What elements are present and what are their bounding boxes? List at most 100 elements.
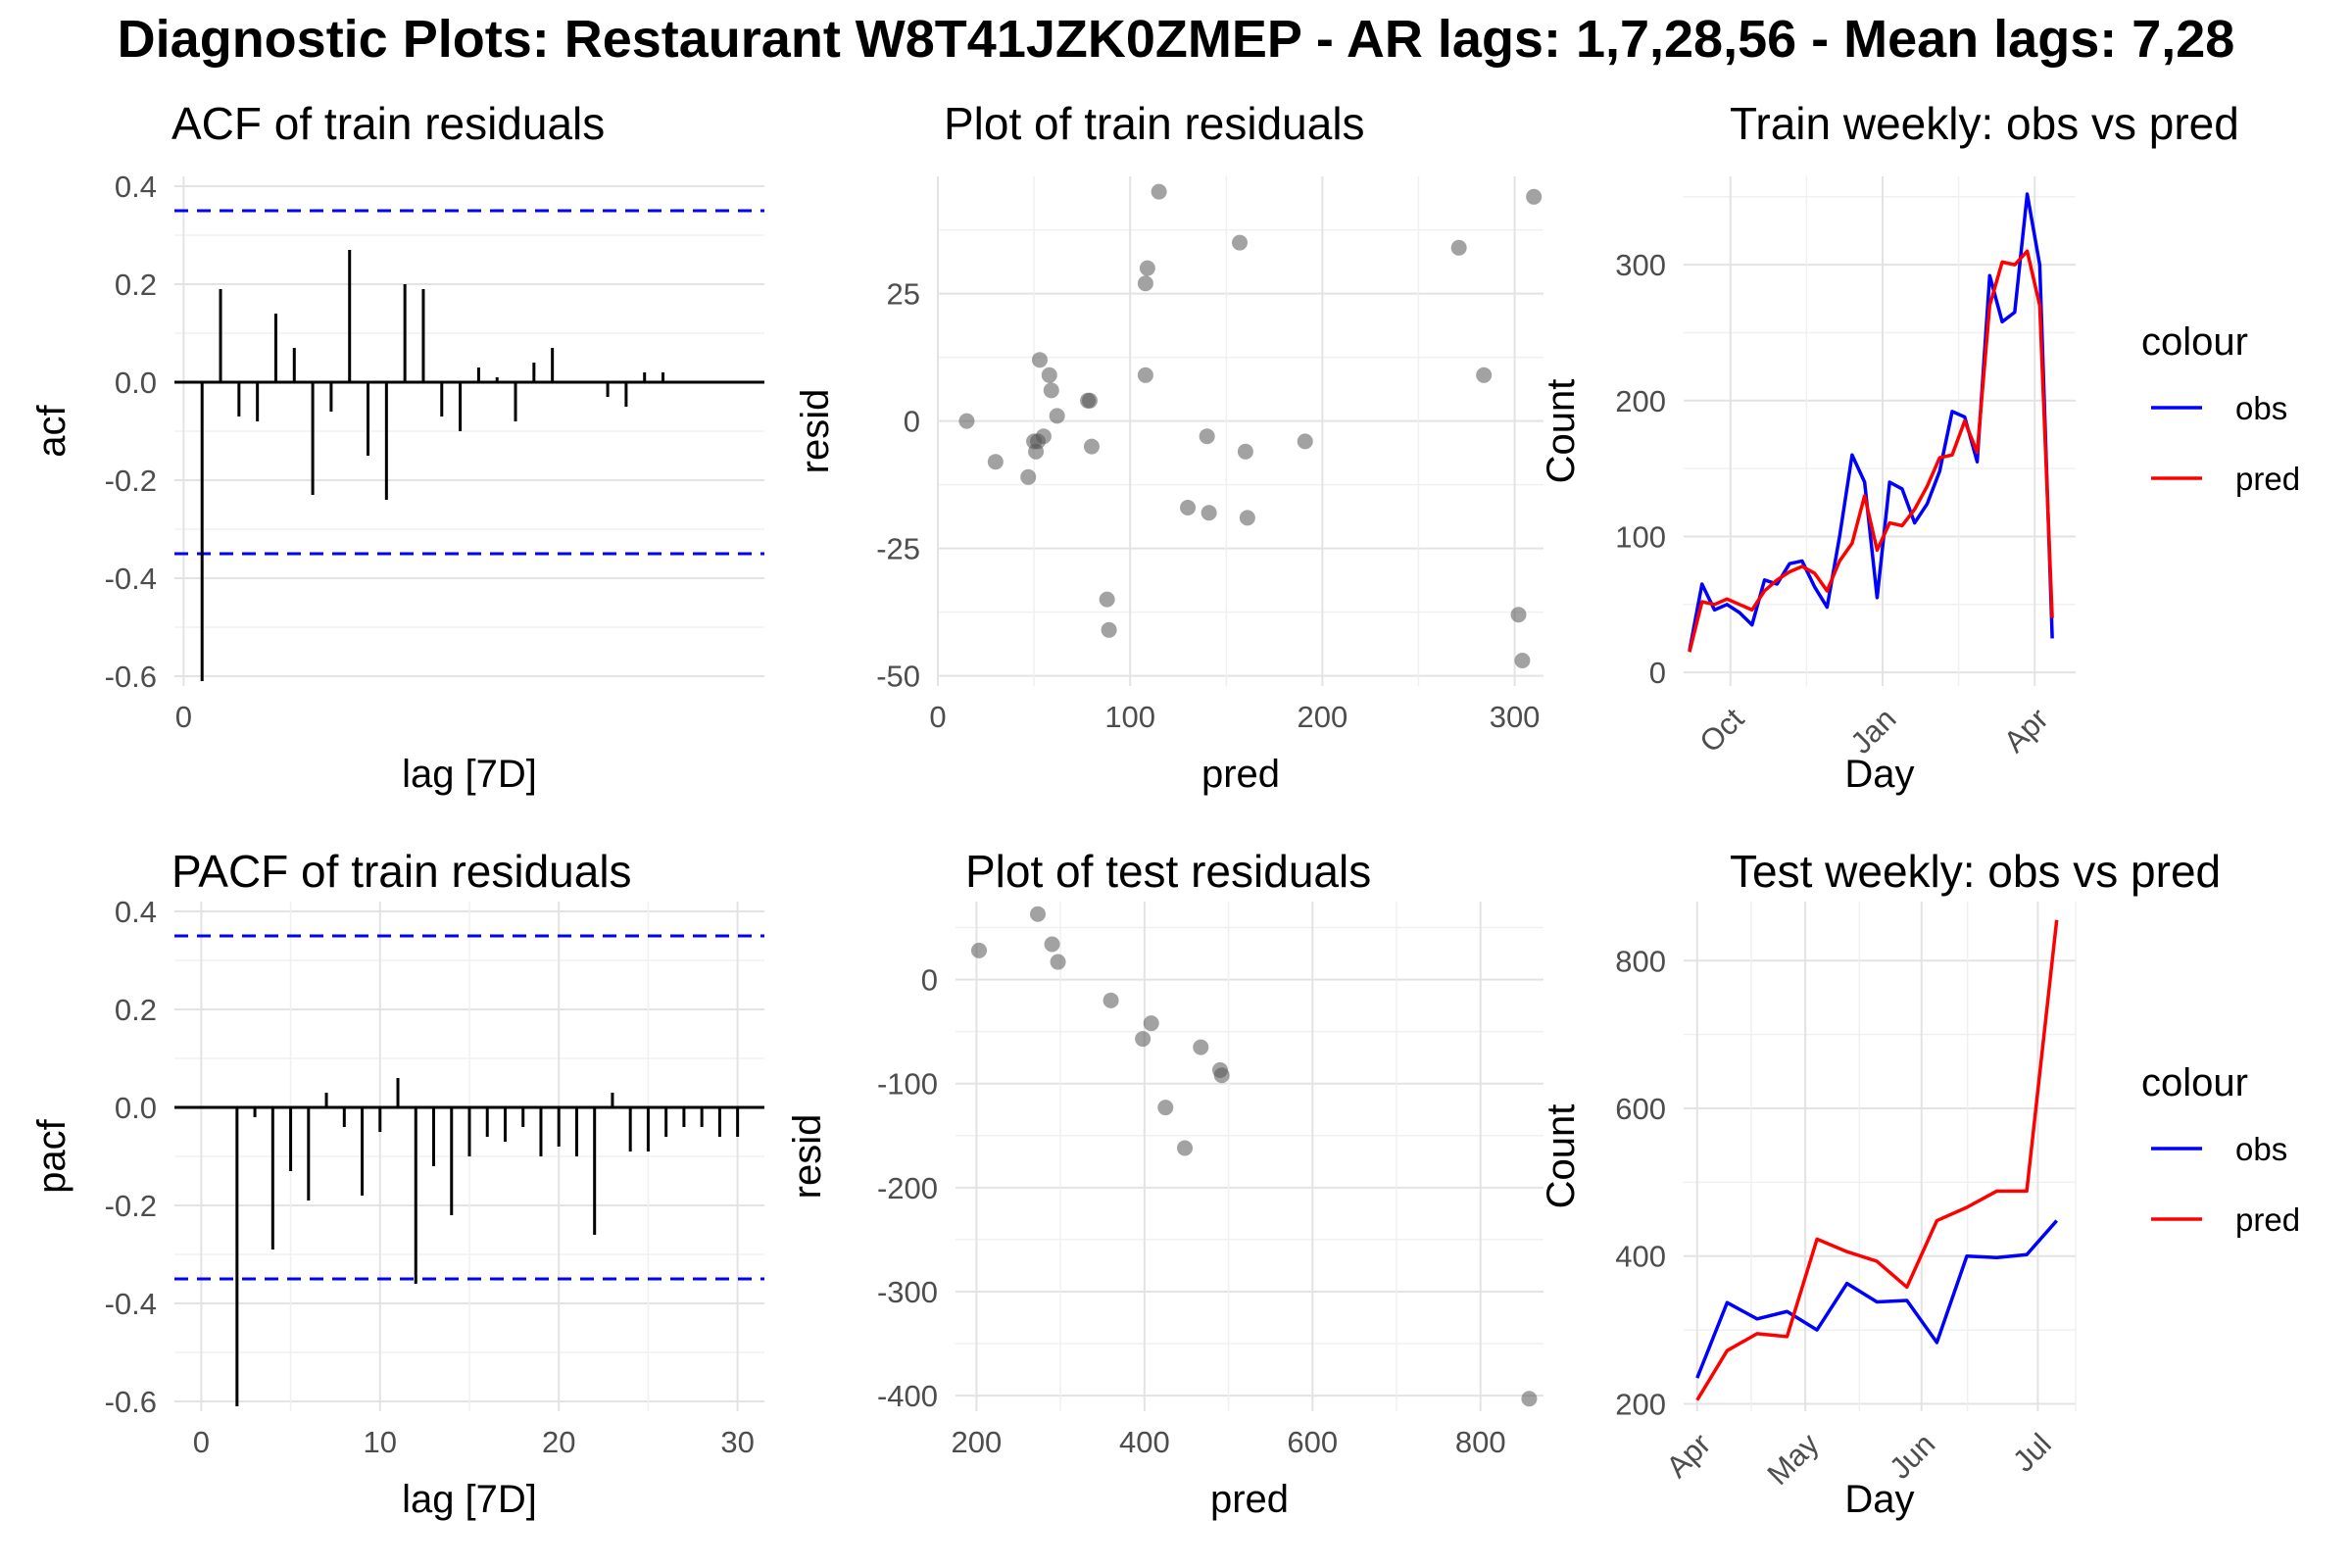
x-tick-label: 20 (542, 1425, 575, 1459)
residual-point (1102, 992, 1119, 1008)
series-line-obs (1695, 1219, 2059, 1379)
residual-point (1510, 607, 1527, 623)
x-tick-label: 200 (1298, 700, 1348, 734)
x-tick-label: 600 (1287, 1425, 1338, 1459)
residual-point (1137, 367, 1153, 383)
y-tick-label: -0.6 (105, 1385, 157, 1419)
chart-train-weekly: Train weekly: obs vs pred 0 100 200 300 Oct Ja… (1540, 98, 2300, 796)
y-axis-label: resid (794, 389, 837, 474)
residual-point (1177, 1140, 1193, 1156)
residual-point (1297, 433, 1313, 450)
x-tick-label: 0 (929, 700, 946, 734)
legend-label-pred: pred (2235, 461, 2300, 497)
residual-point (1041, 367, 1057, 383)
residual-point (1035, 428, 1052, 445)
y-axis-label: pacf (30, 1118, 74, 1193)
x-tick-label: Apr (1659, 1427, 1717, 1485)
y-tick-label: 100 (1615, 519, 1666, 554)
residual-point (1199, 428, 1215, 445)
x-tick-label: 200 (952, 1425, 1003, 1459)
chart-title: PACF of train residuals (172, 846, 632, 897)
y-tick-label: 0.2 (115, 993, 157, 1027)
y-tick-label: -100 (877, 1067, 938, 1102)
x-tick-label: 100 (1104, 700, 1155, 734)
residual-point (987, 454, 1004, 470)
x-tick-label: Apr (1997, 702, 2055, 760)
chart-title: Plot of train residuals (944, 98, 1365, 149)
residual-point (1050, 954, 1066, 970)
y-tick-label: -0.6 (105, 660, 157, 694)
residual-point (1083, 438, 1100, 455)
legend-label-pred: pred (2235, 1201, 2300, 1238)
residual-point (1043, 382, 1059, 399)
residual-point (1020, 468, 1037, 485)
residual-point (1239, 510, 1255, 526)
legend-title: colour (2141, 320, 2248, 364)
y-tick-label: 400 (1615, 1240, 1666, 1274)
legend-label-obs: obs (2235, 1131, 2287, 1167)
y-tick-label: -0.4 (105, 562, 157, 596)
y-tick-label: 0.2 (115, 268, 157, 302)
y-tick-label: 800 (1615, 944, 1666, 978)
y-tick-label: -0.2 (105, 1189, 157, 1223)
residual-point (1193, 1039, 1209, 1055)
x-tick-label: Oct (1692, 701, 1750, 759)
residual-point (1526, 188, 1543, 205)
y-tick-label: -0.4 (105, 1287, 157, 1321)
x-tick-label: 30 (720, 1425, 754, 1459)
plots-container: ACF of train residuals -0.6 -0.4 -0.2 0.0 0.2… (30, 98, 2300, 1521)
x-tick-label: Jun (1883, 1427, 1941, 1486)
residual-point (1030, 906, 1046, 922)
x-axis-label: pred (1201, 753, 1280, 796)
y-tick-label: -400 (877, 1379, 938, 1413)
residual-point (1099, 591, 1115, 608)
chart-test-resid: Plot of test residuals -400 -300 -200 -100 0 2… (786, 846, 1544, 1521)
y-axis-label: resid (786, 1114, 829, 1200)
x-tick-label: Jan (1843, 702, 1902, 760)
x-tick-label: 0 (175, 700, 192, 734)
legend-title: colour (2141, 1061, 2248, 1104)
x-tick-label: 800 (1455, 1425, 1506, 1459)
y-tick-label: 0.0 (115, 1091, 157, 1125)
x-axis-label: Day (1844, 1478, 1914, 1521)
chart-title: ACF of train residuals (172, 98, 605, 149)
residual-point (1476, 367, 1493, 383)
x-tick-label: Jul (2006, 1427, 2058, 1479)
residual-point (1101, 621, 1117, 638)
residual-point (1143, 1015, 1159, 1032)
y-tick-label: 200 (1615, 1387, 1666, 1421)
legend-label-obs: obs (2235, 390, 2287, 426)
residual-point (1213, 1067, 1230, 1084)
x-tick-label: May (1760, 1426, 1826, 1492)
y-tick-label: 0 (904, 405, 920, 439)
residual-point (1049, 408, 1065, 424)
x-axis-label: Day (1844, 753, 1914, 796)
residual-point (1514, 653, 1531, 668)
chart-title: Train weekly: obs vs pred (1730, 98, 2239, 149)
x-axis-label: lag [7D] (402, 753, 537, 796)
x-tick-label: 0 (193, 1425, 210, 1459)
y-tick-label: 0 (921, 963, 938, 998)
x-tick-label: 300 (1490, 700, 1541, 734)
chart-test-weekly: Test weekly: obs vs pred 200 400 600 800 Apr M… (1540, 846, 2300, 1521)
x-tick-label: 400 (1119, 1425, 1170, 1459)
residual-point (1237, 443, 1253, 460)
residual-point (1200, 505, 1217, 521)
residual-point (958, 413, 975, 429)
y-axis-label: Count (1540, 1104, 1583, 1209)
chart-train-resid: Plot of train residuals -50 -25 0 25 0 100 200 3… (794, 98, 1544, 796)
x-axis-label: pred (1210, 1478, 1289, 1521)
y-tick-label: -50 (876, 660, 920, 694)
residual-point (1031, 352, 1048, 368)
y-tick-label: 200 (1615, 384, 1666, 418)
residual-point (971, 942, 987, 958)
residual-point (1139, 260, 1155, 276)
residual-point (1521, 1391, 1538, 1407)
residual-point (1180, 500, 1197, 515)
page-title: Diagnostic Plots: Restaurant W8T41JZK0ZM… (118, 10, 2235, 69)
chart-pacf: PACF of train residuals -0.6 -0.4 -0.2 0.0 0.… (30, 846, 764, 1521)
x-tick-label: 10 (364, 1425, 397, 1459)
y-tick-label: 0 (1649, 656, 1666, 690)
residual-point (1137, 275, 1153, 292)
residual-point (1157, 1100, 1174, 1116)
